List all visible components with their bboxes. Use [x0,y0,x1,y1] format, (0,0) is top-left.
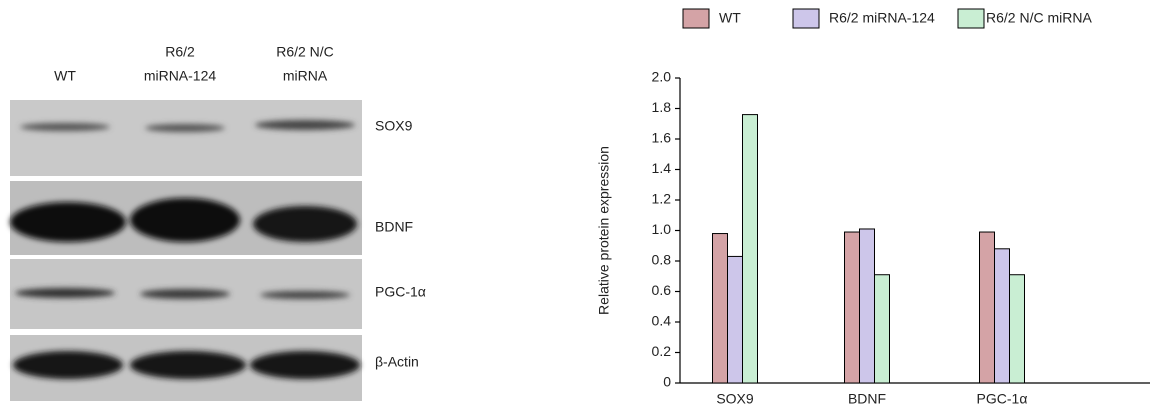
y-tick-label: 0.8 [652,252,672,268]
y-tick-label: 2.0 [652,69,672,85]
bar [1010,275,1025,383]
blot-strip [10,100,362,176]
band-label: β-Actin [375,354,419,370]
figure: WT R6/2 miRNA-124 R6/2 N/C miRNA SOX9 BDNF PGC-… [0,0,1161,410]
lane-label: miRNA [283,68,328,84]
lane-label: R6/2 [165,44,195,60]
bar [995,249,1010,383]
legend-swatch [683,9,709,28]
y-tick-label: 1.4 [652,160,672,176]
y-tick-label: 1.6 [652,130,672,146]
lane-label: R6/2 N/C [276,44,334,60]
bar [845,232,860,383]
legend-label: R6/2 N/C miRNA [986,10,1092,26]
band-label: SOX9 [375,118,413,134]
x-tick-label: SOX9 [716,391,754,407]
y-tick-label: 0.4 [652,313,672,329]
y-tick-label: 1.0 [652,221,672,237]
x-tick-label: PGC-1α [977,391,1028,407]
bar [743,115,758,383]
bar [875,275,890,383]
y-axis-label: Relative protein expression [596,146,612,315]
bar [728,256,743,383]
y-tick-label: 1.8 [652,99,672,115]
bar [713,234,728,383]
legend-swatch [958,9,984,28]
y-tick-label: 0.2 [652,343,672,359]
bar [860,229,875,383]
blot-panel [10,100,362,401]
legend-label: WT [719,10,741,26]
y-tick-label: 0.6 [652,282,672,298]
band-label: BDNF [375,219,413,235]
bar [980,232,995,383]
lane-label: miRNA-124 [144,68,217,84]
y-tick-label: 0 [663,374,671,390]
lane-label: WT [54,68,76,84]
x-tick-label: BDNF [848,391,886,407]
band-label: PGC-1α [375,284,426,300]
y-tick-label: 1.2 [652,191,672,207]
legend-label: R6/2 miRNA-124 [829,10,935,26]
legend-swatch [793,9,819,28]
